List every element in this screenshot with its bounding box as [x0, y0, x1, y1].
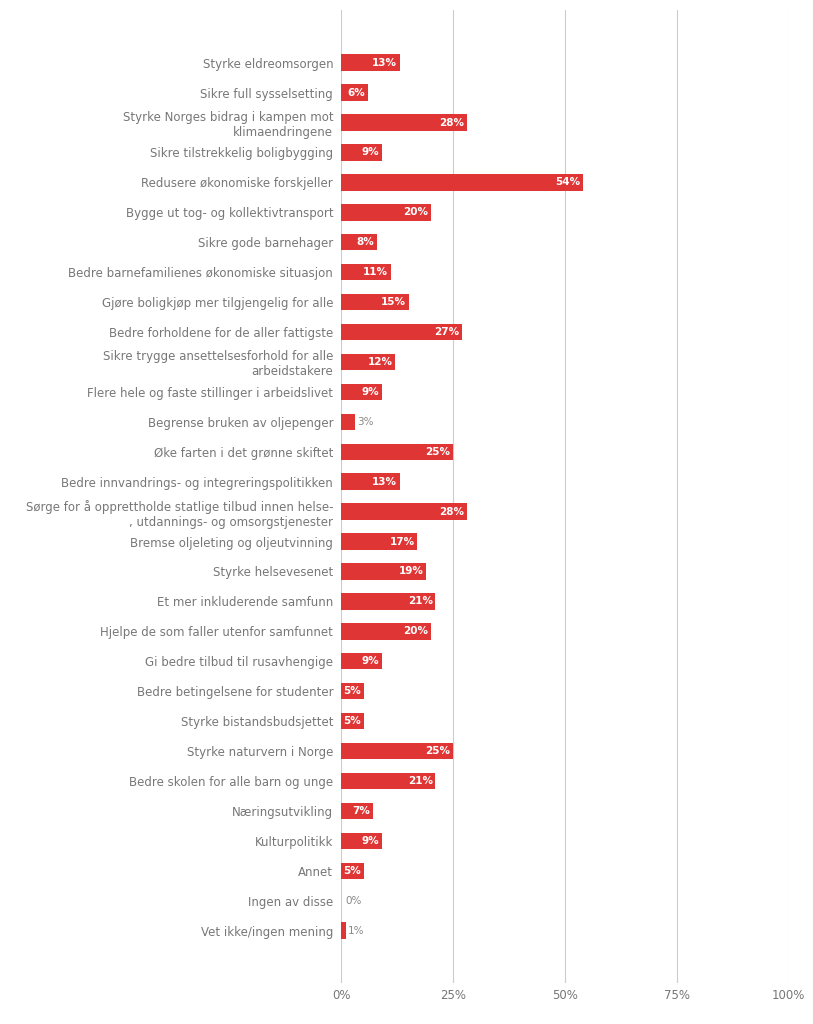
- Text: 12%: 12%: [367, 357, 393, 367]
- Bar: [341, 264, 390, 281]
- Bar: [341, 773, 436, 790]
- Text: 7%: 7%: [352, 806, 370, 816]
- Bar: [341, 563, 426, 580]
- Bar: [341, 504, 467, 520]
- Bar: [341, 623, 431, 640]
- Bar: [341, 324, 462, 340]
- Text: 9%: 9%: [362, 147, 379, 158]
- Bar: [341, 294, 408, 310]
- Text: 9%: 9%: [362, 387, 379, 397]
- Bar: [341, 414, 354, 430]
- Bar: [341, 593, 436, 609]
- Text: 25%: 25%: [425, 746, 450, 756]
- Text: 6%: 6%: [348, 88, 366, 97]
- Text: 28%: 28%: [439, 507, 464, 516]
- Text: 54%: 54%: [555, 177, 580, 187]
- Text: 20%: 20%: [403, 627, 428, 636]
- Bar: [341, 443, 454, 460]
- Text: 3%: 3%: [357, 417, 374, 427]
- Text: 0%: 0%: [345, 896, 362, 905]
- Bar: [341, 84, 368, 100]
- Text: 25%: 25%: [425, 446, 450, 457]
- Bar: [341, 713, 364, 729]
- Bar: [341, 353, 395, 371]
- Bar: [341, 115, 467, 131]
- Bar: [341, 54, 400, 71]
- Text: 13%: 13%: [372, 477, 397, 486]
- Bar: [341, 653, 382, 670]
- Text: 21%: 21%: [407, 596, 433, 606]
- Text: 28%: 28%: [439, 118, 464, 128]
- Text: 17%: 17%: [389, 537, 415, 547]
- Bar: [341, 803, 372, 819]
- Bar: [341, 534, 418, 550]
- Text: 11%: 11%: [363, 267, 388, 278]
- Text: 15%: 15%: [380, 297, 406, 307]
- Bar: [341, 683, 364, 699]
- Text: 20%: 20%: [403, 207, 428, 217]
- Text: 21%: 21%: [407, 776, 433, 786]
- Text: 5%: 5%: [343, 686, 361, 696]
- Text: 9%: 9%: [362, 656, 379, 667]
- Text: 27%: 27%: [434, 327, 459, 337]
- Bar: [341, 204, 431, 220]
- Bar: [341, 833, 382, 849]
- Bar: [341, 384, 382, 400]
- Text: 19%: 19%: [399, 566, 424, 577]
- Bar: [341, 174, 583, 190]
- Bar: [341, 862, 364, 879]
- Bar: [341, 473, 400, 489]
- Text: 1%: 1%: [348, 926, 365, 936]
- Bar: [341, 923, 346, 939]
- Bar: [341, 144, 382, 161]
- Text: 5%: 5%: [343, 716, 361, 726]
- Bar: [341, 234, 377, 251]
- Text: 5%: 5%: [343, 865, 361, 876]
- Text: 13%: 13%: [372, 57, 397, 68]
- Bar: [341, 742, 454, 759]
- Text: 9%: 9%: [362, 836, 379, 846]
- Text: 8%: 8%: [357, 238, 375, 247]
